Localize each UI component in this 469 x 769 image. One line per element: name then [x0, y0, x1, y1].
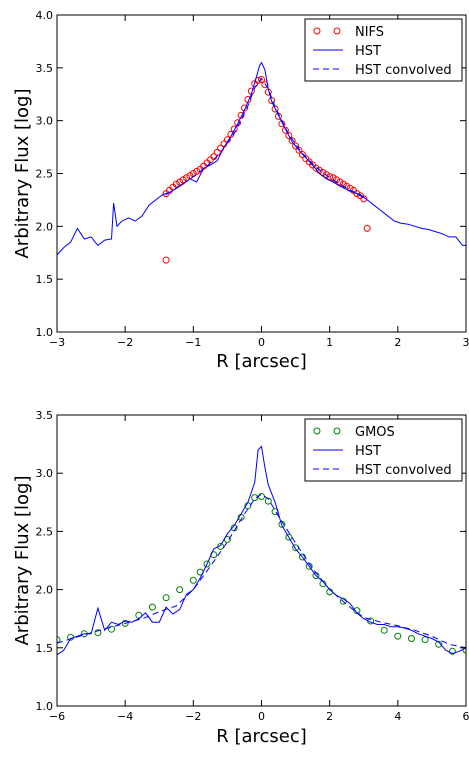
- y-tick-label: 1.0: [36, 700, 54, 713]
- data-point-nifs: [172, 180, 180, 188]
- y-tick-label: 2.0: [36, 584, 54, 597]
- series-line-hst: [57, 61, 466, 256]
- y-axis-label: Arbitrary Flux [log]: [12, 475, 33, 645]
- data-point-nifs: [292, 142, 300, 150]
- x-tick-label: −3: [49, 336, 65, 349]
- y-tick-label: 3.0: [36, 467, 54, 480]
- x-tick-label: 4: [394, 710, 401, 723]
- x-tick-label: 2: [394, 336, 401, 349]
- series-line-hst: [57, 445, 466, 656]
- data-point-nifs: [329, 174, 337, 182]
- data-point-nifs: [268, 97, 276, 105]
- x-tick-label: −4: [117, 710, 133, 723]
- data-point-gmos: [121, 619, 129, 627]
- y-tick-label: 3.0: [36, 115, 54, 128]
- data-point-nifs: [312, 164, 320, 172]
- data-point-gmos: [380, 626, 388, 634]
- y-tick-label: 2.5: [36, 525, 54, 538]
- data-point-nifs: [360, 195, 368, 203]
- x-tick-label: −2: [185, 710, 201, 723]
- data-point-gmos: [353, 607, 361, 615]
- y-tick-label: 2.0: [36, 220, 54, 233]
- data-point-nifs: [258, 76, 265, 83]
- data-point-nifs: [285, 132, 293, 139]
- data-layer: [57, 445, 466, 656]
- legend-label: NIFS: [355, 25, 384, 40]
- x-tick-label: 6: [463, 710, 469, 723]
- data-point-nifs: [237, 111, 245, 119]
- data-point-gmos: [94, 629, 102, 637]
- data-point-gmos: [148, 603, 156, 611]
- data-point-nifs: [298, 151, 306, 158]
- data-point-nifs: [295, 146, 303, 154]
- data-point-gmos: [176, 586, 184, 594]
- legend-marker: [313, 27, 321, 35]
- legend-label: GMOS: [355, 425, 395, 440]
- x-axis-label: R [arcsec]: [216, 351, 307, 372]
- y-tick-label: 1.5: [36, 273, 54, 286]
- data-point-gmos: [251, 494, 259, 502]
- data-point-gmos: [448, 647, 456, 655]
- data-point-gmos: [421, 636, 429, 644]
- data-point-nifs: [363, 224, 371, 232]
- x-tick-label: 1: [326, 336, 333, 349]
- y-tick-label: 4.0: [36, 9, 54, 22]
- legend-marker: [313, 427, 321, 435]
- data-point-nifs: [179, 176, 187, 184]
- y-tick-label: 3.5: [36, 62, 54, 75]
- data-point-nifs: [162, 256, 170, 264]
- x-axis-label: R [arcsec]: [216, 726, 307, 747]
- data-point-gmos: [285, 533, 293, 541]
- x-tick-label: −2: [117, 336, 133, 349]
- data-point-gmos: [408, 635, 415, 642]
- legend: GMOS HST HST convolved: [304, 418, 463, 482]
- legend-label: HST convolved: [355, 463, 452, 478]
- data-point-gmos: [189, 576, 197, 584]
- x-tick-label: 3: [463, 336, 469, 349]
- data-point-gmos: [258, 493, 265, 500]
- data-point-nifs: [322, 171, 330, 179]
- data-point-gmos: [162, 594, 170, 602]
- data-point-gmos: [57, 636, 61, 644]
- y-tick-label: 1.0: [36, 326, 54, 339]
- x-tick-label: −1: [185, 336, 201, 349]
- legend-label: HST: [355, 444, 381, 459]
- data-point-nifs: [353, 190, 361, 198]
- legend-marker: [333, 27, 341, 35]
- data-point-gmos: [435, 640, 443, 648]
- data-point-gmos: [462, 646, 466, 654]
- y-tick-label: 3.5: [36, 409, 54, 422]
- data-point-nifs: [288, 137, 296, 145]
- data-point-nifs: [230, 125, 238, 133]
- data-point-nifs: [326, 173, 334, 181]
- data-point-gmos: [108, 625, 115, 633]
- data-point-gmos: [203, 560, 211, 568]
- series-line-hst-convolved: [57, 493, 466, 649]
- legend-label: HST convolved: [355, 63, 452, 78]
- data-point-gmos: [394, 632, 402, 640]
- series-line-hst-convolved: [165, 77, 365, 199]
- x-tick-label: −6: [49, 710, 65, 723]
- y-tick-label: 1.5: [36, 642, 54, 655]
- y-tick-label: 2.5: [36, 168, 54, 181]
- legend-marker: [333, 427, 341, 435]
- x-tick-label: 0: [258, 710, 265, 723]
- y-axis-label: Arbitrary Flux [log]: [12, 88, 33, 258]
- data-layer: [57, 61, 466, 264]
- data-point-nifs: [339, 180, 347, 188]
- data-point-gmos: [264, 497, 272, 505]
- bottom-plot-gmos-hst: −6 −4 −2 0 2 4 6 1.0 1.5 2.0 2.5 3.0 3.5 R [arcsec] Ar…: [12, 409, 469, 747]
- data-point-nifs: [183, 174, 190, 182]
- legend-label: HST: [355, 44, 381, 59]
- x-tick-label: 0: [258, 336, 265, 349]
- top-plot-nifs-hst: −3 −2 −1 0 1 2 3 1.0 1.5 2.0 2.5 3.0 3.5 4.0 R [arcsec…: [12, 9, 469, 372]
- x-tick-label: 2: [326, 710, 333, 723]
- data-point-nifs: [281, 126, 289, 134]
- legend: NIFS HST HST convolved: [304, 18, 463, 82]
